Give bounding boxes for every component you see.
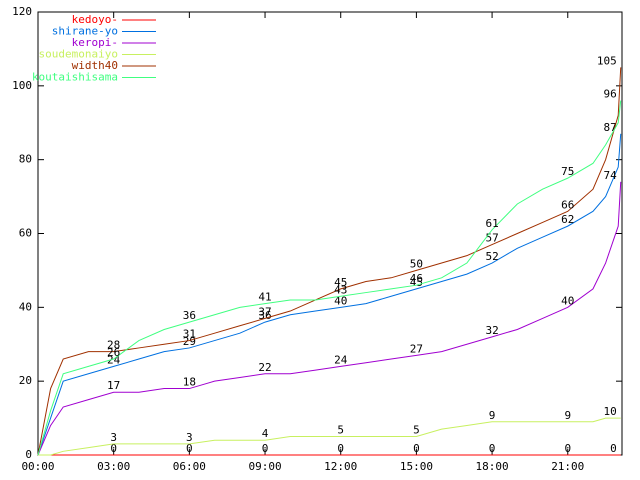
data-label: 10 xyxy=(603,405,616,418)
y-tick-label: 120 xyxy=(12,5,32,18)
x-tick-label: 21:00 xyxy=(551,460,584,473)
data-label: 105 xyxy=(597,54,617,67)
data-label: 0 xyxy=(489,442,496,455)
data-label: 66 xyxy=(561,198,574,211)
legend-label: koutaishisama xyxy=(32,71,118,84)
y-tick-label: 0 xyxy=(25,448,32,461)
data-label: 22 xyxy=(258,361,271,374)
series-line xyxy=(37,133,622,456)
legend-label: keropi- xyxy=(72,36,118,49)
data-label: 17 xyxy=(107,379,120,392)
series-line xyxy=(37,67,622,456)
data-label: 9 xyxy=(489,409,496,422)
data-label: 9 xyxy=(564,409,571,422)
data-label: 0 xyxy=(413,442,420,455)
plot-frame xyxy=(37,11,623,456)
data-label: 5 xyxy=(413,424,420,437)
data-label: 45 xyxy=(334,276,347,289)
data-label: 52 xyxy=(485,250,498,263)
legend-label: soudemonaiyo xyxy=(39,48,118,61)
data-label: 18 xyxy=(183,376,196,389)
x-tick-label: 18:00 xyxy=(476,460,509,473)
data-label: 36 xyxy=(258,309,271,322)
data-label: 3 xyxy=(110,431,117,444)
data-label: 0 xyxy=(110,442,117,455)
data-label: 0 xyxy=(337,442,344,455)
data-label: 32 xyxy=(485,324,498,337)
x-tick-label: 15:00 xyxy=(400,460,433,473)
data-label: 29 xyxy=(183,335,196,348)
x-tick-label: 03:00 xyxy=(97,460,130,473)
data-label: 40 xyxy=(334,294,347,307)
data-label: 5 xyxy=(337,424,344,437)
series-line xyxy=(38,417,621,456)
data-label: 57 xyxy=(485,232,498,245)
data-label: 50 xyxy=(410,257,423,270)
data-label: 3 xyxy=(186,431,193,444)
x-tick-label: 09:00 xyxy=(248,460,281,473)
legend-label: kedoyo- xyxy=(72,13,118,26)
legend-label: width40 xyxy=(72,59,118,72)
data-label: 36 xyxy=(183,309,196,322)
data-label: 61 xyxy=(485,217,498,230)
data-label: 0 xyxy=(610,442,617,455)
data-label: 0 xyxy=(186,442,193,455)
y-tick-label: 60 xyxy=(19,227,32,240)
data-label: 28 xyxy=(107,339,120,352)
data-label: 62 xyxy=(561,213,574,226)
data-label: 27 xyxy=(410,342,423,355)
legend-label: shirane-yo xyxy=(52,25,118,38)
y-tick-label: 80 xyxy=(19,153,32,166)
x-tick-label: 00:00 xyxy=(21,460,54,473)
data-label: 0 xyxy=(262,442,269,455)
data-label: 0 xyxy=(564,442,571,455)
data-label: 31 xyxy=(183,328,196,341)
data-label: 96 xyxy=(603,88,616,101)
data-label: 37 xyxy=(258,305,271,318)
x-tick-label: 06:00 xyxy=(173,460,206,473)
data-label: 41 xyxy=(258,291,271,304)
series-line xyxy=(37,100,622,456)
data-label: 43 xyxy=(334,283,347,296)
data-label: 40 xyxy=(561,294,574,307)
data-label: 75 xyxy=(561,165,574,178)
data-label: 4 xyxy=(262,427,269,440)
data-label: 26 xyxy=(107,346,120,359)
y-tick-label: 100 xyxy=(12,79,32,92)
data-label: 24 xyxy=(334,353,348,366)
x-tick-label: 12:00 xyxy=(324,460,357,473)
y-tick-label: 40 xyxy=(19,300,32,313)
series-line xyxy=(37,181,622,456)
data-label: 46 xyxy=(410,272,423,285)
data-label: 74 xyxy=(603,169,617,182)
y-tick-label: 20 xyxy=(19,374,32,387)
